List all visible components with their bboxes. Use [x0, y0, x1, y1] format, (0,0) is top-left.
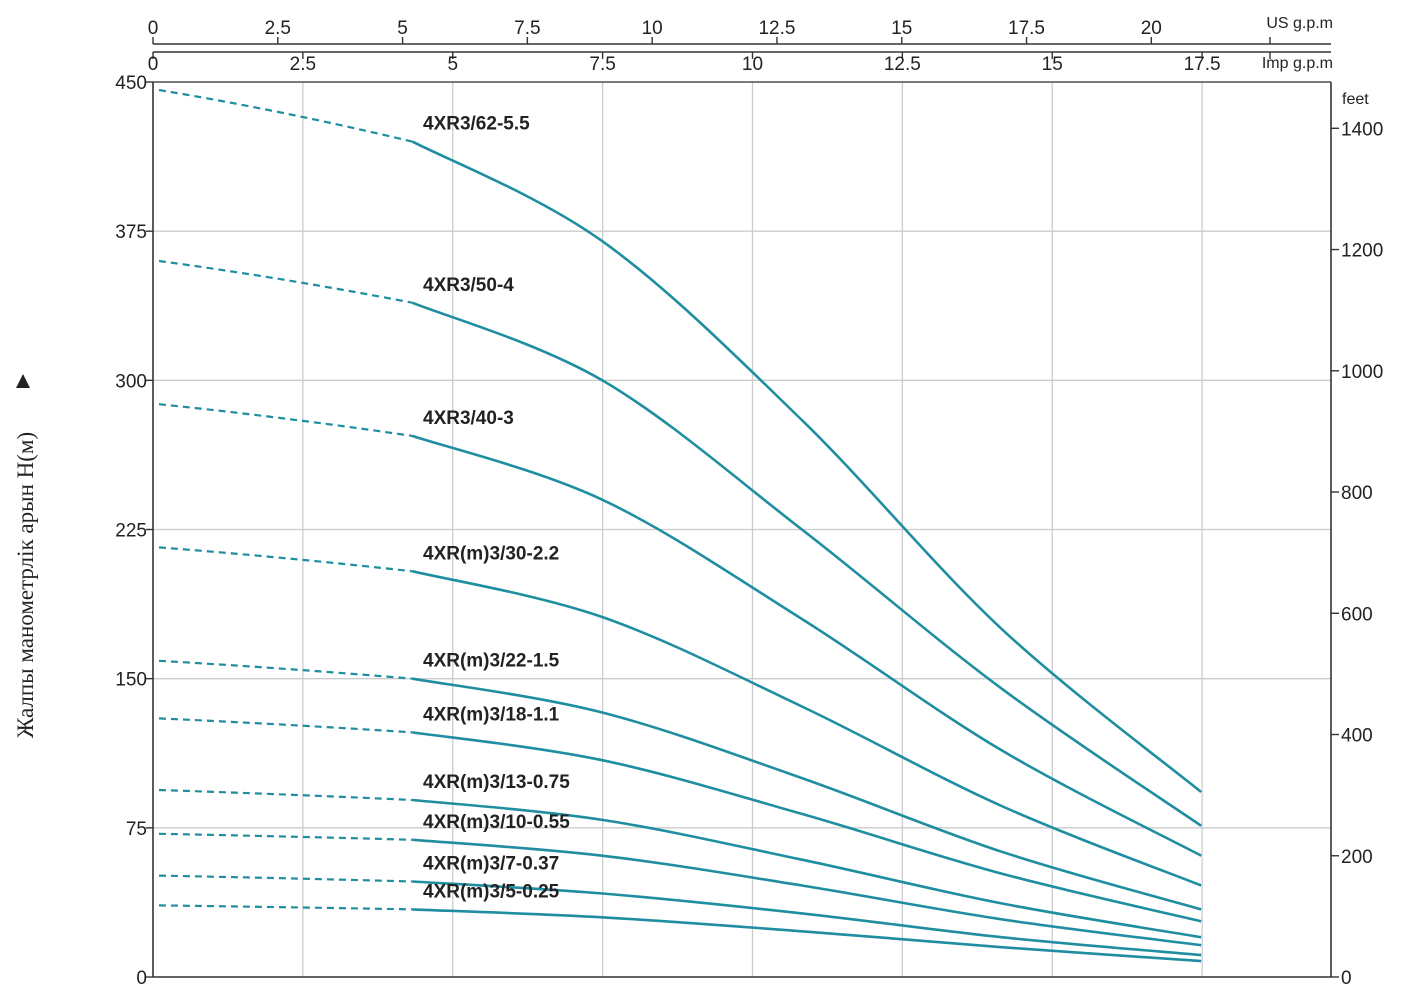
curve-label: 4XR3/50-4: [423, 275, 514, 296]
feet-unit-label: feet: [1342, 91, 1369, 108]
curve-extrapolation-dashed: [158, 788, 413, 802]
curve-label: 4XR(m)3/5-0.25: [423, 881, 560, 902]
curve-4XR(m)3/7-0.37: [412, 880, 1202, 957]
imp-gpm-tick-label: 15: [1042, 54, 1063, 75]
curve-4XR3/50-4: [412, 301, 1202, 827]
right-tick-label: 800: [1341, 483, 1373, 504]
us-gpm-tick-label: 17.5: [1008, 18, 1045, 39]
left-tick-label: 150: [115, 670, 147, 691]
right-tick-label: 400: [1341, 726, 1373, 747]
curve-extrapolation-dashed: [158, 832, 413, 841]
right-tick-label: 1000: [1341, 362, 1383, 383]
imp-gpm-tick-label: 12.5: [884, 54, 921, 75]
us-gpm-tick-label: 2.5: [265, 18, 291, 39]
curve-label: 4XR(m)3/22-1.5: [423, 651, 560, 672]
curve-4XR(m)3/22-1.5: [412, 677, 1202, 911]
curve-labels: 4XR3/62-5.5 4XR3/50-4 4XR3/40-3 4XR(m)3/30-…: [423, 114, 570, 903]
us-gpm-unit-label: US g.p.m: [1266, 15, 1333, 32]
curve-label: 4XR(m)3/18-1.1: [423, 704, 560, 725]
curves: [158, 88, 1203, 963]
left-tick-label: 225: [115, 521, 147, 542]
curve-label: 4XR(m)3/7-0.37: [423, 854, 559, 875]
curve-extrapolation-dashed: [158, 546, 413, 573]
curve-extrapolation-dashed: [158, 874, 413, 883]
grid: [153, 81, 1331, 977]
curve-extrapolation-dashed: [158, 259, 413, 304]
imp-gpm-tick-label: 0: [148, 54, 159, 75]
y-axis-label: Жалпы манометрлік арын H(м): [13, 432, 38, 738]
imp-gpm-tick-label: 5: [447, 54, 458, 75]
right-tick-label: 0: [1341, 968, 1352, 989]
left-tick-label: 300: [115, 371, 147, 392]
imp-gpm-unit-label: Imp g.p.m: [1262, 55, 1333, 72]
imp-gpm-tick-label: 7.5: [589, 54, 615, 75]
axes: 0 2.5 5 7.5 10 12.5 15 17.5 20 US g.p.m 0 2.5 5 7.5 10…: [115, 15, 1383, 989]
curve-extrapolation-dashed: [158, 717, 413, 734]
curve-4XR3/62-5.5: [411, 140, 1203, 794]
left-tick-label: 0: [136, 968, 147, 989]
curve-4XR3/40-3: [412, 434, 1202, 857]
curve-label: 4XR(m)3/30-2.2: [423, 543, 559, 564]
curve-extrapolation-dashed: [158, 904, 413, 911]
curve-label: 4XR(m)3/10-0.55: [423, 812, 570, 833]
curve-extrapolation-dashed: [158, 659, 413, 680]
us-gpm-tick-label: 5: [397, 18, 408, 39]
curve-4XR(m)3/18-1.1: [412, 731, 1202, 923]
imp-gpm-tick-label: 10: [742, 54, 763, 75]
us-gpm-tick-label: 0: [148, 18, 159, 39]
curve-label: 4XR3/62-5.5: [423, 114, 530, 135]
us-gpm-tick-label: 15: [891, 18, 912, 39]
curve-4XR(m)3/5-0.25: [412, 908, 1202, 963]
curve-extrapolation-dashed: [158, 88, 413, 143]
left-tick-label: 375: [115, 222, 147, 243]
us-gpm-tick-label: 12.5: [758, 18, 795, 39]
right-tick-label: 1200: [1341, 241, 1383, 262]
curve-extrapolation-dashed: [158, 403, 413, 438]
left-tick-label: 450: [115, 73, 147, 94]
imp-gpm-tick-label: 17.5: [1184, 54, 1221, 75]
right-tick-label: 1400: [1341, 119, 1383, 140]
right-tick-label: 600: [1341, 604, 1373, 625]
curve-label: 4XR(m)3/13-0.75: [423, 772, 570, 793]
imp-gpm-tick-label: 2.5: [290, 54, 316, 75]
curve-4XR(m)3/10-0.55: [412, 838, 1202, 947]
us-gpm-tick-label: 20: [1141, 18, 1162, 39]
right-tick-label: 200: [1341, 847, 1373, 868]
curve-4XR(m)3/13-0.75: [412, 798, 1202, 939]
curve-label: 4XR3/40-3: [423, 408, 514, 429]
y-axis-arrow-icon: [16, 374, 30, 388]
left-tick-label: 75: [126, 819, 147, 840]
us-gpm-tick-label: 10: [642, 18, 663, 39]
curve-4XR(m)3/30-2.2: [412, 570, 1202, 887]
us-gpm-tick-label: 7.5: [514, 18, 540, 39]
